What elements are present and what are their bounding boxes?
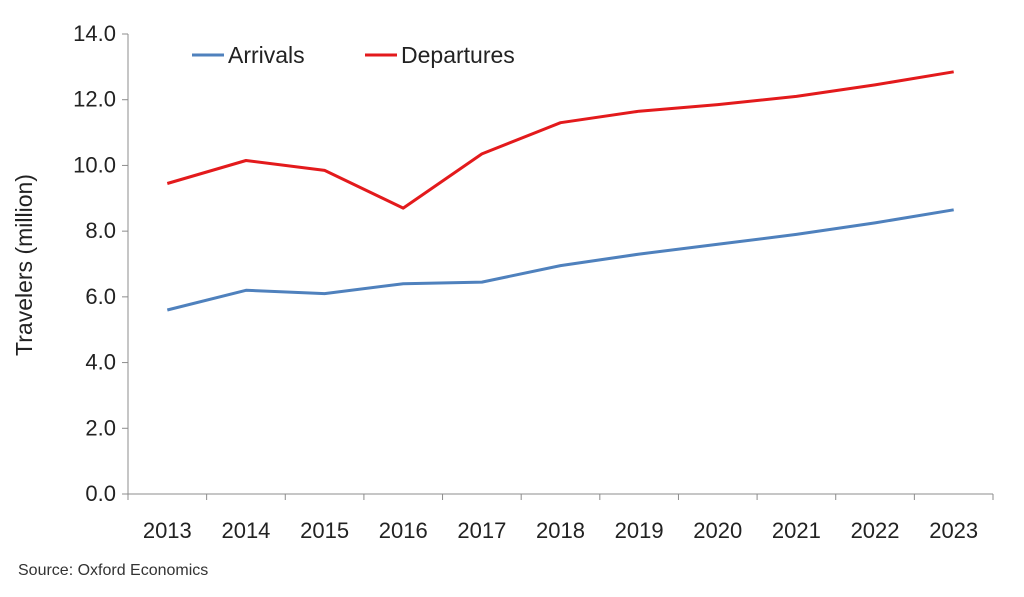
series-layer <box>166 70 954 312</box>
x-axis: 2013 2014 2015 2016 2017 2018 2019 2020 2021 2022… <box>127 493 994 543</box>
x-tick-label: 2020 <box>693 518 742 543</box>
legend-label-departures: Departures <box>401 42 515 68</box>
x-tick-label: 2021 <box>772 518 821 543</box>
y-axis-title: Travelers (million) <box>11 174 37 356</box>
x-tick-label: 2022 <box>851 518 900 543</box>
legend: Arrivals Departures <box>192 42 515 68</box>
x-tick-label: 2016 <box>379 518 428 543</box>
y-tick-label: 4.0 <box>85 350 116 375</box>
legend-label-arrivals: Arrivals <box>228 42 305 68</box>
x-tick-label: 2019 <box>615 518 664 543</box>
y-tick-label: 2.0 <box>85 415 116 440</box>
y-tick-label: 6.0 <box>85 284 116 309</box>
y-tick-label: 0.0 <box>85 481 116 506</box>
x-tick-label: 2023 <box>929 518 978 543</box>
series-line-arrivals <box>166 208 954 312</box>
y-tick-label: 12.0 <box>73 87 116 112</box>
x-tick-label: 2018 <box>536 518 585 543</box>
x-tick-label: 2013 <box>143 518 192 543</box>
y-axis: 0.0 2.0 4.0 6.0 8.0 10.0 12.0 14.0 <box>73 21 129 506</box>
series-line-departures <box>166 70 954 210</box>
y-tick-label: 8.0 <box>85 218 116 243</box>
x-tick-label: 2014 <box>221 518 270 543</box>
x-tick-label: 2017 <box>457 518 506 543</box>
y-tick-label: 10.0 <box>73 152 116 177</box>
x-tick-label: 2015 <box>300 518 349 543</box>
y-tick-label: 14.0 <box>73 21 116 46</box>
source-note: Source: Oxford Economics <box>18 562 209 579</box>
